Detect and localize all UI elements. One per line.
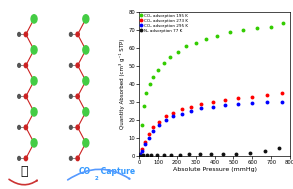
Circle shape bbox=[83, 139, 89, 147]
Circle shape bbox=[31, 15, 37, 23]
Circle shape bbox=[24, 125, 28, 130]
Y-axis label: Quantity Absorbed (cm³ g⁻¹ STP): Quantity Absorbed (cm³ g⁻¹ STP) bbox=[120, 39, 125, 129]
Circle shape bbox=[83, 46, 89, 54]
Text: 2: 2 bbox=[95, 176, 98, 181]
Circle shape bbox=[69, 125, 72, 129]
Circle shape bbox=[18, 64, 21, 67]
Circle shape bbox=[69, 64, 72, 67]
Circle shape bbox=[18, 125, 21, 129]
Text: Capture: Capture bbox=[98, 167, 135, 177]
Circle shape bbox=[24, 63, 28, 68]
Circle shape bbox=[31, 139, 37, 147]
Circle shape bbox=[24, 94, 28, 99]
Text: CO: CO bbox=[79, 167, 91, 177]
Circle shape bbox=[69, 94, 72, 98]
Circle shape bbox=[69, 156, 72, 160]
Circle shape bbox=[31, 77, 37, 85]
Circle shape bbox=[76, 156, 79, 161]
Circle shape bbox=[83, 108, 89, 116]
Circle shape bbox=[69, 33, 72, 36]
Circle shape bbox=[31, 108, 37, 116]
Circle shape bbox=[18, 33, 21, 36]
Circle shape bbox=[18, 94, 21, 98]
Circle shape bbox=[24, 156, 28, 161]
Text: 🔥: 🔥 bbox=[21, 166, 28, 178]
Legend: CO₂ adsorption 195 K, CO₂ adsorption 273 K, CO₂ adsorption 295 K, N₂ adsorption : CO₂ adsorption 195 K, CO₂ adsorption 273… bbox=[140, 13, 188, 33]
X-axis label: Absolute Pressure (mmHg): Absolute Pressure (mmHg) bbox=[173, 167, 257, 172]
FancyArrowPatch shape bbox=[68, 169, 130, 180]
FancyArrowPatch shape bbox=[9, 179, 37, 185]
Circle shape bbox=[76, 125, 79, 130]
Circle shape bbox=[76, 32, 79, 37]
Circle shape bbox=[18, 156, 21, 160]
Circle shape bbox=[83, 15, 89, 23]
Circle shape bbox=[24, 32, 28, 37]
Circle shape bbox=[76, 94, 79, 99]
Circle shape bbox=[83, 77, 89, 85]
Circle shape bbox=[76, 63, 79, 68]
Circle shape bbox=[31, 46, 37, 54]
